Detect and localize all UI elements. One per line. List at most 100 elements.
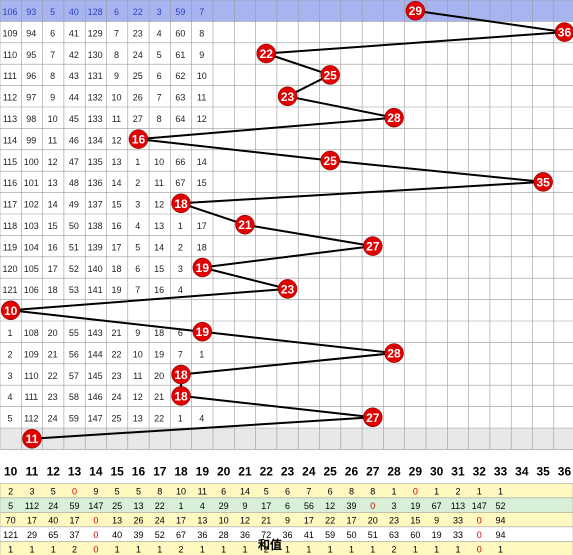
history-cell: 15 bbox=[48, 221, 58, 231]
history-cell: 9 bbox=[135, 328, 140, 338]
x-tick-label: 35 bbox=[536, 464, 550, 478]
history-cell: 106 bbox=[2, 7, 17, 17]
history-cell: 12 bbox=[154, 200, 164, 210]
history-cell: 3 bbox=[178, 264, 183, 274]
history-cell: 6 bbox=[114, 7, 119, 17]
history-cell: 64 bbox=[175, 114, 185, 124]
history-cell: 3 bbox=[7, 371, 12, 381]
x-tick-label: 21 bbox=[238, 464, 252, 478]
history-cell: 24 bbox=[111, 392, 121, 402]
x-axis-header: 10 11 12 13 14 15 16 17 18 19 20 21 22 23 24 25 26 27 28 29… bbox=[0, 459, 573, 482]
trend-segment bbox=[287, 95, 395, 119]
history-cell: 8 bbox=[114, 50, 119, 60]
stats-cell: 33 bbox=[453, 530, 463, 540]
history-cell: 26 bbox=[133, 93, 143, 103]
history-cell: 9 bbox=[50, 93, 55, 103]
history-cell: 22 bbox=[111, 349, 121, 359]
history-cell: 100 bbox=[24, 157, 39, 167]
stats-cell: 36 bbox=[240, 530, 250, 540]
stats-cell: 11 bbox=[198, 486, 207, 496]
history-cell: 97 bbox=[26, 93, 36, 103]
trend-ball-label: 11 bbox=[26, 432, 39, 446]
stats-cell: 12 bbox=[325, 501, 335, 511]
stats-cell: 22 bbox=[325, 515, 335, 525]
stats-cell: 39 bbox=[133, 530, 143, 540]
x-tick-label: 17 bbox=[153, 464, 167, 478]
history-cell: 12 bbox=[197, 114, 207, 124]
trend-segment bbox=[265, 52, 331, 76]
history-cell: 10 bbox=[48, 114, 58, 124]
stats-cell: 17 bbox=[70, 515, 80, 525]
stats-cell: 6 bbox=[285, 486, 290, 496]
trend-ball bbox=[277, 86, 298, 107]
stats-cell: 147 bbox=[472, 501, 487, 511]
history-cell: 105 bbox=[24, 264, 39, 274]
stats-cell: 8 bbox=[157, 486, 162, 496]
grid-row bbox=[0, 21, 573, 43]
grid-row bbox=[0, 321, 573, 343]
grid-row bbox=[0, 192, 573, 214]
history-cell: 4 bbox=[135, 221, 140, 231]
stats-cell: 1 bbox=[221, 544, 226, 554]
history-cell: 7 bbox=[114, 28, 119, 38]
stats-cell: 0 bbox=[477, 515, 482, 525]
trend-segment bbox=[244, 223, 373, 248]
stats-cell: 29 bbox=[27, 530, 37, 540]
history-cell: 114 bbox=[3, 135, 17, 145]
grid-row bbox=[0, 385, 573, 407]
stats-cell: 2 bbox=[8, 486, 13, 496]
history-cell: 14 bbox=[48, 200, 58, 210]
stats-cell: 1 bbox=[455, 544, 460, 554]
history-cell: 25 bbox=[111, 414, 121, 424]
stats-cell: 28 bbox=[219, 530, 229, 540]
x-tick-label: 30 bbox=[430, 464, 444, 478]
stats-cell: 40 bbox=[48, 515, 58, 525]
history-cell: 128 bbox=[88, 7, 103, 17]
history-cell: 9 bbox=[199, 50, 204, 60]
history-cell: 47 bbox=[69, 157, 79, 167]
x-tick-label: 20 bbox=[217, 464, 231, 478]
stats-cell: 1 bbox=[498, 486, 503, 496]
trend-ball-label: 35 bbox=[536, 175, 550, 189]
trend-segment bbox=[330, 159, 544, 183]
x-axis-label: 和值 bbox=[257, 537, 282, 552]
history-cell: 2 bbox=[178, 242, 183, 252]
history-cell: 23 bbox=[133, 28, 143, 38]
trend-ball-label: 27 bbox=[366, 411, 380, 425]
trend-ball-label: 23 bbox=[281, 282, 295, 296]
x-tick-label: 13 bbox=[68, 464, 82, 478]
stats-cell: 0 bbox=[370, 501, 375, 511]
stats-cell: 8 bbox=[370, 486, 375, 496]
stats-cell: 10 bbox=[176, 486, 186, 496]
history-cell: 10 bbox=[133, 349, 143, 359]
trend-ball-label: 19 bbox=[196, 261, 210, 275]
x-tick-label: 31 bbox=[451, 464, 465, 478]
history-cell: 6 bbox=[135, 264, 140, 274]
history-cell: 5 bbox=[7, 414, 12, 424]
trend-ball-label: 27 bbox=[366, 240, 380, 254]
history-cell: 10 bbox=[197, 71, 207, 81]
history-cell: 51 bbox=[69, 242, 79, 252]
grid-row bbox=[0, 149, 573, 172]
history-cell: 62 bbox=[175, 71, 185, 81]
stats-cell: 20 bbox=[368, 515, 378, 525]
history-cell: 146 bbox=[88, 392, 103, 402]
stats-cell: 1 bbox=[242, 544, 247, 554]
history-cell: 24 bbox=[133, 50, 143, 60]
history-cell: 6 bbox=[50, 28, 55, 38]
stats-cell: 12 bbox=[240, 515, 250, 525]
x-tick-label: 18 bbox=[174, 464, 188, 478]
stats-cell: 1 bbox=[136, 544, 141, 554]
stats-cell: 17 bbox=[304, 515, 314, 525]
history-cell: 140 bbox=[88, 264, 103, 274]
stats-cell: 6 bbox=[221, 486, 226, 496]
stats-cell: 113 bbox=[451, 501, 465, 511]
history-cell: 46 bbox=[69, 135, 79, 145]
stats-cell: 1 bbox=[392, 486, 397, 496]
stats-cell: 1 bbox=[349, 544, 354, 554]
history-cell: 129 bbox=[88, 28, 103, 38]
history-cell: 93 bbox=[26, 7, 36, 17]
stats-cell: 5 bbox=[115, 486, 120, 496]
history-cell: 12 bbox=[111, 135, 121, 145]
stats-cell: 9 bbox=[285, 515, 290, 525]
